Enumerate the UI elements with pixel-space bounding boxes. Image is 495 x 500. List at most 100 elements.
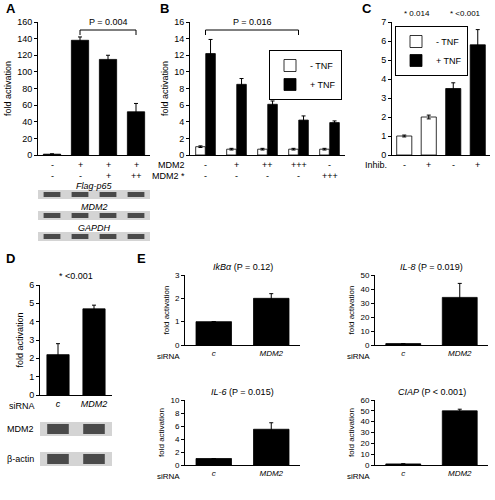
svg-text:+: + xyxy=(426,160,431,170)
svg-text:-: - xyxy=(204,171,207,181)
svg-text:4: 4 xyxy=(179,117,184,127)
svg-text:0: 0 xyxy=(381,150,386,160)
svg-text:10: 10 xyxy=(360,450,369,459)
svg-text:+: + xyxy=(106,171,111,181)
svg-text:100: 100 xyxy=(17,67,32,77)
svg-text:0: 0 xyxy=(179,150,184,160)
svg-text:+++: +++ xyxy=(322,171,338,181)
svg-text:fold activation: fold activation xyxy=(347,286,356,335)
svg-text:2: 2 xyxy=(179,134,184,144)
svg-text:IL-8 (P = 0.019): IL-8 (P = 0.019) xyxy=(400,262,463,272)
svg-text:MDM2: MDM2 xyxy=(259,469,283,478)
svg-text:fold activation: fold activation xyxy=(347,408,356,457)
svg-text:MDM2: MDM2 xyxy=(7,424,34,434)
svg-text:E: E xyxy=(137,251,146,266)
svg-text:2: 2 xyxy=(175,448,180,457)
svg-text:++: ++ xyxy=(131,171,142,181)
svg-text:A: A xyxy=(6,1,16,16)
svg-text:120: 120 xyxy=(17,50,32,60)
svg-text:40: 40 xyxy=(22,117,32,127)
svg-text:MDM2 *: MDM2 * xyxy=(152,171,185,181)
svg-text:+ TNF: + TNF xyxy=(436,56,462,66)
svg-text:60: 60 xyxy=(360,396,369,405)
svg-text:50: 50 xyxy=(360,407,369,416)
svg-text:40: 40 xyxy=(360,417,369,426)
svg-text:12: 12 xyxy=(174,50,184,60)
svg-text:30: 30 xyxy=(360,299,369,308)
svg-text:2: 2 xyxy=(381,112,386,122)
svg-text:fold activation: fold activation xyxy=(162,286,171,335)
svg-text:-: - xyxy=(51,160,54,170)
svg-text:80: 80 xyxy=(22,84,32,94)
svg-text:siRNA: siRNA xyxy=(157,352,180,361)
svg-text:0: 0 xyxy=(365,341,370,350)
svg-text:-: - xyxy=(328,160,331,170)
svg-text:GAPDH: GAPDH xyxy=(78,223,111,233)
svg-text:3: 3 xyxy=(29,335,34,345)
svg-text:2: 2 xyxy=(175,294,180,303)
svg-text:siRNA: siRNA xyxy=(347,472,370,481)
svg-text:5: 5 xyxy=(29,298,34,308)
svg-text:siRNA: siRNA xyxy=(347,352,370,361)
svg-text:2: 2 xyxy=(29,353,34,363)
svg-text:fold activation: fold activation xyxy=(160,61,170,116)
svg-text:6: 6 xyxy=(175,422,180,431)
svg-text:* <0.001: * <0.001 xyxy=(59,271,93,281)
svg-text:1: 1 xyxy=(29,372,34,382)
svg-text:-: - xyxy=(297,171,300,181)
svg-text:+++: +++ xyxy=(291,160,307,170)
svg-text:7: 7 xyxy=(381,17,386,27)
svg-text:IkBα (P = 0.12): IkBα (P = 0.12) xyxy=(213,262,273,272)
svg-text:-: - xyxy=(452,160,455,170)
svg-text:β-actin: β-actin xyxy=(7,454,34,464)
svg-text:+: + xyxy=(234,160,239,170)
svg-text:4: 4 xyxy=(381,74,386,84)
svg-text:- TNF: - TNF xyxy=(310,61,333,71)
svg-text:+: + xyxy=(78,160,83,170)
svg-text:fold activation: fold activation xyxy=(157,408,166,457)
svg-text:siRNA: siRNA xyxy=(9,401,35,411)
svg-text:* <0.001: * <0.001 xyxy=(450,9,481,18)
svg-text:MDM2: MDM2 xyxy=(448,469,472,478)
svg-text:50: 50 xyxy=(360,271,369,280)
svg-text:10: 10 xyxy=(170,396,179,405)
svg-text:20: 20 xyxy=(360,313,369,322)
svg-text:P = 0.016: P = 0.016 xyxy=(233,17,272,27)
svg-text:Inhib.: Inhib. xyxy=(365,160,387,170)
svg-text:1: 1 xyxy=(381,131,386,141)
svg-text:MDM2: MDM2 xyxy=(259,349,283,358)
svg-text:16: 16 xyxy=(174,17,184,27)
svg-text:-: - xyxy=(235,171,238,181)
svg-text:3: 3 xyxy=(381,93,386,103)
svg-text:8: 8 xyxy=(175,409,180,418)
svg-text:6: 6 xyxy=(179,100,184,110)
svg-text:c: c xyxy=(212,469,216,478)
svg-text:c: c xyxy=(401,469,405,478)
svg-text:fold activation: fold activation xyxy=(3,61,13,116)
svg-text:1: 1 xyxy=(175,317,180,326)
svg-text:10: 10 xyxy=(360,327,369,336)
svg-text:MDM2: MDM2 xyxy=(448,349,472,358)
svg-text:-: - xyxy=(403,160,406,170)
svg-text:MDM2: MDM2 xyxy=(81,399,108,409)
svg-text:-: - xyxy=(266,171,269,181)
svg-text:B: B xyxy=(160,1,169,16)
svg-text:fold activation: fold activation xyxy=(15,312,25,367)
svg-text:8: 8 xyxy=(179,84,184,94)
svg-text:c: c xyxy=(401,349,405,358)
svg-text:20: 20 xyxy=(360,439,369,448)
svg-text:0: 0 xyxy=(27,150,32,160)
svg-text:Flag-p65: Flag-p65 xyxy=(76,181,113,191)
svg-text:6: 6 xyxy=(29,280,34,290)
svg-text:20: 20 xyxy=(22,134,32,144)
svg-text:160: 160 xyxy=(17,17,32,27)
svg-text:-: - xyxy=(79,171,82,181)
svg-text:14: 14 xyxy=(174,34,184,44)
svg-text:10: 10 xyxy=(174,67,184,77)
svg-text:MDM2: MDM2 xyxy=(81,202,108,212)
svg-text:P = 0.004: P = 0.004 xyxy=(89,17,128,27)
svg-text:-: - xyxy=(51,171,54,181)
svg-text:siRNA: siRNA xyxy=(157,472,180,481)
svg-text:5: 5 xyxy=(381,55,386,65)
svg-text:+: + xyxy=(134,160,139,170)
